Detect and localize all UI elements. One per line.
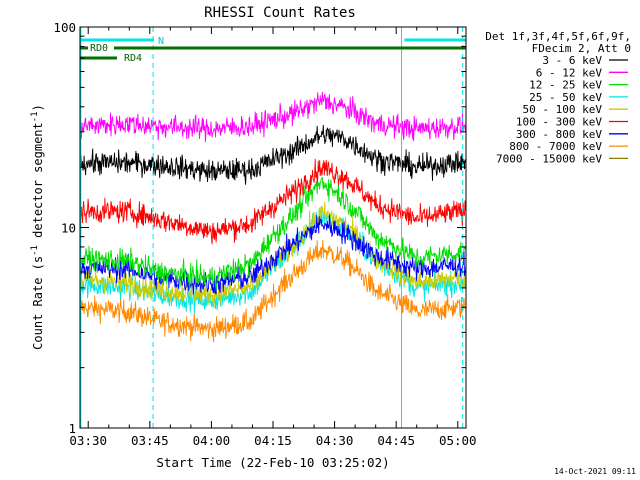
- x-tick-label: 03:30: [69, 433, 107, 448]
- y-axis-label: Count Rate (s-1 detector segment-1): [30, 104, 45, 350]
- bar-label-rd4: RD4: [124, 53, 142, 64]
- legend-entry-label: 12 - 25 keV: [529, 79, 602, 92]
- legend-entry-label: 50 - 100 keV: [523, 103, 603, 116]
- x-axis: 03:30 03:45 04:00 04:15 04:30 04:45 05:00: [69, 27, 477, 448]
- chart-title: RHESSI Count Rates: [204, 5, 356, 21]
- legend-entry-label: 300 - 800 keV: [516, 128, 602, 141]
- x-tick-label: 03:45: [131, 433, 169, 448]
- legend-entry-label: 25 - 50 keV: [529, 91, 602, 104]
- y-tick-label: 100: [53, 20, 76, 35]
- x-tick-label: 04:45: [377, 433, 415, 448]
- legend-header-decimation: FDecim 2, Att 0: [532, 42, 631, 55]
- y-axis-label-end: ): [31, 104, 45, 111]
- status-bars: N RD0 RD4: [80, 36, 466, 64]
- x-tick-label: 04:00: [193, 433, 231, 448]
- y-axis-label-main: Count Rate (s: [31, 256, 45, 350]
- bar-label-n: N: [158, 36, 164, 47]
- y-axis-label-sup2: -1: [30, 111, 40, 122]
- legend-entry-label: 7000 - 15000 keV: [496, 152, 602, 165]
- legend-entry-label: 100 - 300 keV: [516, 116, 602, 129]
- x-tick-label: 04:15: [254, 433, 292, 448]
- legend: Det 1f,3f,4f,5f,6f,9f, FDecim 2, Att 0 3…: [485, 30, 631, 165]
- bar-label-rd0: RD0: [90, 43, 108, 54]
- legend-entry-label: 6 - 12 keV: [536, 66, 603, 79]
- y-axis-label-mid: detector segment: [31, 122, 45, 245]
- x-tick-label: 04:30: [316, 433, 354, 448]
- x-tick-label: 05:00: [439, 433, 477, 448]
- y-tick-label: 10: [61, 221, 76, 236]
- y-axis-label-sup1: -1: [30, 245, 40, 256]
- legend-entry-label: 3 - 6 keV: [542, 54, 602, 67]
- legend-header-detectors: Det 1f,3f,4f,5f,6f,9f,: [485, 30, 631, 43]
- x-axis-label: Start Time (22-Feb-10 03:25:02): [156, 455, 389, 470]
- vertical-marker-lines: [80, 27, 464, 428]
- y-axis: 1 10 100: [53, 20, 466, 436]
- footer-timestamp: 14-Oct-2021 09:11: [554, 467, 636, 476]
- bar-label-rd0-background: [88, 42, 114, 52]
- y-tick-label: 1: [68, 421, 76, 436]
- legend-entry-label: 800 - 7000 keV: [509, 140, 602, 153]
